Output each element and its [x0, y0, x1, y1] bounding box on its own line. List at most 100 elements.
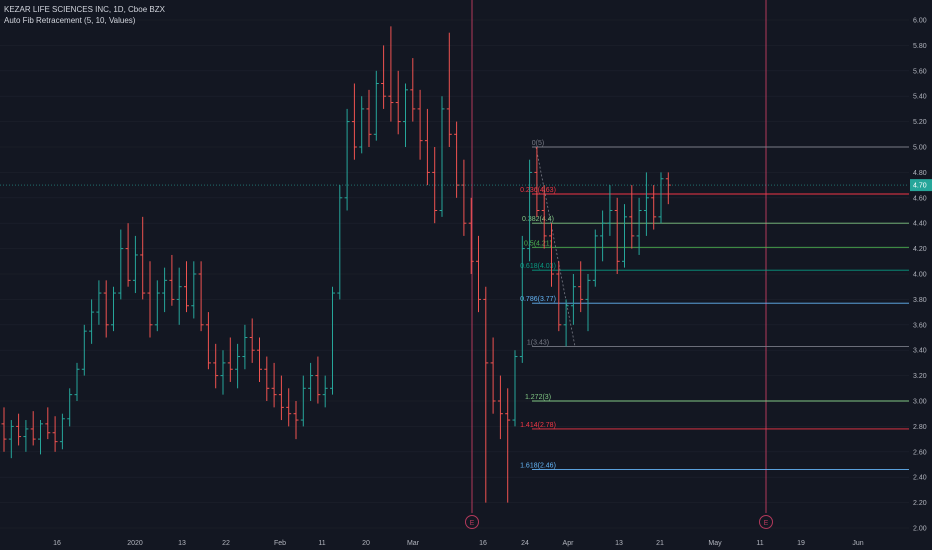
- ohlc-bar: [439, 96, 445, 217]
- y-tick-label: 5.40: [913, 94, 927, 101]
- y-tick-label: 5.20: [913, 119, 927, 126]
- ohlc-bar: [132, 235, 138, 294]
- y-tick-label: 2.00: [913, 526, 927, 533]
- earnings-marker: [759, 515, 773, 529]
- ohlc-bar: [483, 286, 489, 503]
- indicator-title[interactable]: Auto Fib Retracement (5, 10, Values): [4, 16, 136, 25]
- fib-level-label: 0.5(4.21): [524, 240, 552, 247]
- ohlc-bar: [476, 235, 481, 313]
- ohlc-bar: [118, 229, 124, 300]
- ohlc-bar: [278, 375, 284, 421]
- y-tick-label: 3.00: [913, 399, 927, 406]
- price-bars: [1, 26, 671, 503]
- ohlc-bar: [585, 274, 591, 332]
- last-price-badge: [910, 179, 932, 192]
- fib-level-label: 0.786(3.77): [520, 296, 556, 303]
- ohlc-bar: [330, 286, 335, 395]
- x-tick-label: 20: [362, 540, 370, 547]
- ohlc-bar: [308, 362, 314, 401]
- x-tick-label: 11: [318, 540, 325, 547]
- ohlc-bar: [541, 185, 547, 249]
- ohlc-bar: [271, 362, 277, 408]
- y-tick-label: 6.00: [913, 18, 927, 25]
- ohlc-bar: [527, 159, 533, 262]
- ohlc-bar: [344, 108, 350, 211]
- ohlc-bar: [614, 197, 620, 274]
- ohlc-bar: [417, 89, 423, 160]
- ohlc-bar: [198, 261, 204, 332]
- ohlc-bar: [468, 197, 474, 274]
- ohlc-bar: [424, 108, 430, 186]
- ohlc-bar: [205, 312, 211, 370]
- ohlc-bar: [286, 388, 292, 427]
- ohlc-bar: [549, 223, 554, 287]
- price-scale-bg: [909, 0, 932, 550]
- ohlc-bar: [154, 280, 160, 332]
- ohlc-bar: [125, 223, 131, 287]
- x-tick-label: Jun: [852, 540, 863, 547]
- ohlc-bar: [629, 185, 635, 249]
- ohlc-bar: [74, 362, 80, 401]
- ohlc-bar: [454, 121, 460, 198]
- ohlc-bar: [410, 58, 416, 122]
- y-tick-label: 3.60: [913, 322, 927, 329]
- x-tick-label: Feb: [274, 540, 286, 547]
- ohlc-bar: [592, 229, 598, 287]
- ohlc-bar: [578, 261, 584, 313]
- time-scale[interactable]: 16 2020 13 22 Feb 11 20 Mar 16 24 Apr 13 21 May 11 19 Ju…: [53, 540, 864, 547]
- fib-level-label: 0.382(4.4): [522, 216, 554, 223]
- ohlc-bar: [651, 185, 657, 230]
- ohlc-bar: [249, 318, 255, 363]
- ohlc-bar: [59, 413, 65, 450]
- ohlc-bar: [315, 356, 321, 404]
- ohlc-bar: [67, 388, 73, 427]
- ohlc-bar: [563, 299, 569, 347]
- price-scale[interactable]: 2.00 2.20 2.40 2.60 2.80 3.00 3.20 3.40 3.60 3.80…: [909, 0, 932, 550]
- ohlc-bar: [446, 32, 452, 147]
- y-tick-label: 4.60: [913, 195, 927, 202]
- ohlc-bar: [519, 235, 525, 363]
- ohlc-bar: [30, 411, 36, 446]
- ohlc-bar: [235, 343, 241, 389]
- fib-level-label: 1.414(2.78): [520, 422, 556, 429]
- ohlc-bar: [351, 83, 357, 160]
- ohlc-bar: [23, 420, 29, 452]
- earnings-label: E: [470, 520, 475, 527]
- y-tick-label: 4.20: [913, 246, 927, 253]
- symbol-title[interactable]: KEZAR LIFE SCIENCES INC, 1D, Cboe BZX: [4, 5, 165, 14]
- ohlc-bar: [103, 280, 109, 338]
- ohlc-bar: [111, 286, 116, 332]
- ohlc-bar: [366, 89, 372, 147]
- ohlc-bar: [8, 420, 14, 459]
- y-tick-label: 5.00: [913, 145, 927, 152]
- ohlc-bar: [89, 299, 95, 344]
- x-tick-label: 19: [797, 540, 805, 547]
- ohlc-bar: [636, 197, 642, 255]
- ohlc-bar: [381, 45, 387, 109]
- y-tick-label: 4.40: [913, 221, 927, 228]
- x-tick-label: 13: [178, 540, 186, 547]
- fib-level-label: 0.236(4.63): [520, 187, 556, 194]
- ohlc-bar: [658, 172, 664, 224]
- ohlc-bar: [395, 70, 401, 135]
- ohlc-bar: [52, 416, 58, 452]
- y-tick-label: 3.80: [913, 297, 927, 304]
- x-tick-label: 24: [521, 540, 529, 547]
- x-tick-label: 22: [222, 540, 230, 547]
- ohlc-bar: [176, 267, 182, 325]
- ohlc-bar: [264, 356, 270, 401]
- ohlc-bar: [213, 343, 219, 389]
- ohlc-bar: [184, 261, 189, 313]
- x-tick-label: 16: [479, 540, 487, 547]
- earnings-label: E: [764, 520, 769, 527]
- ohlc-bar: [96, 280, 102, 325]
- x-tick-label: 16: [53, 540, 61, 547]
- ohlc-bar: [81, 324, 87, 376]
- ohlc-bar: [337, 185, 343, 300]
- ohlc-bar: [490, 337, 496, 414]
- y-tick-label: 5.80: [913, 43, 927, 50]
- ohlc-bar: [300, 375, 306, 427]
- ohlc-bar: [38, 420, 43, 455]
